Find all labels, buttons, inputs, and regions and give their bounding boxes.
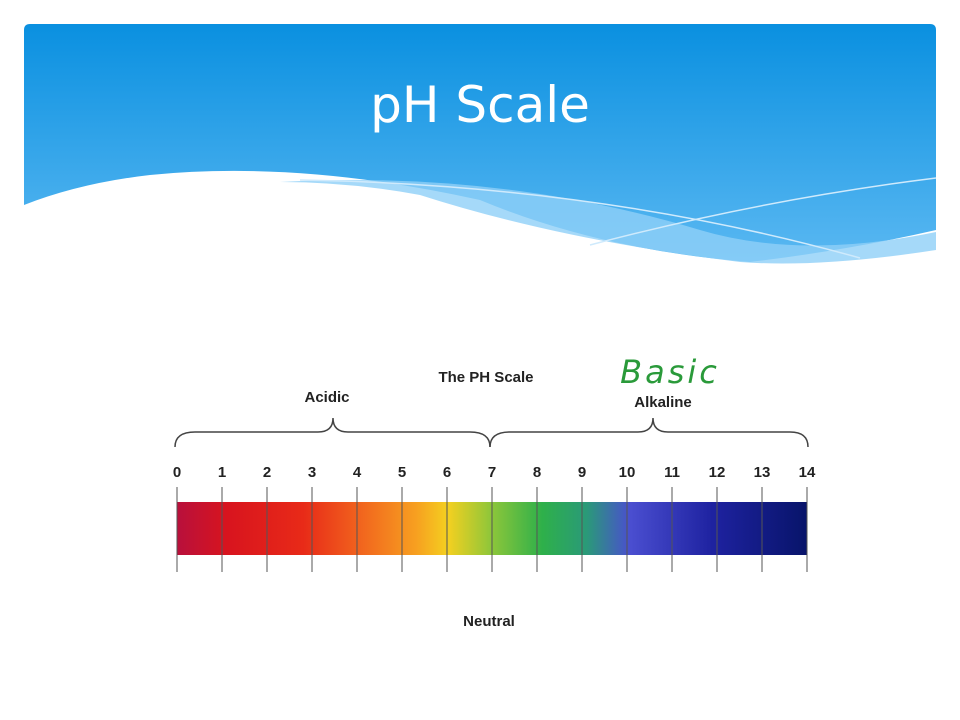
alkaline-brace [489,417,809,448]
tick-label: 12 [709,464,726,481]
acidic-label: Acidic [304,389,349,406]
tick-label: 4 [353,464,362,481]
tick-label: 13 [754,464,771,481]
neutral-label: Neutral [463,613,515,630]
acidic-brace [174,417,491,448]
tick-label: 1 [218,464,226,481]
tick-label: 6 [443,464,451,481]
tick-label: 10 [619,464,636,481]
tick-label: 11 [664,464,680,481]
tick-label: 5 [398,464,406,481]
alkaline-label: Alkaline [634,394,692,411]
tick-label: 0 [173,464,181,481]
handwritten-annotation: Basic [620,353,720,391]
tick-label: 8 [533,464,541,481]
header-background [24,24,937,264]
slide-title: pH Scale [370,76,590,134]
tick-label: 3 [308,464,316,481]
tick-label: 7 [488,464,496,481]
tick-label: 2 [263,464,271,481]
tick-group: 0 1 2 3 4 5 6 7 8 9 10 11 12 13 14 [173,464,816,572]
tick-label: 14 [799,464,816,481]
tick-label: 9 [578,464,586,481]
figure-title: The PH Scale [438,369,533,386]
